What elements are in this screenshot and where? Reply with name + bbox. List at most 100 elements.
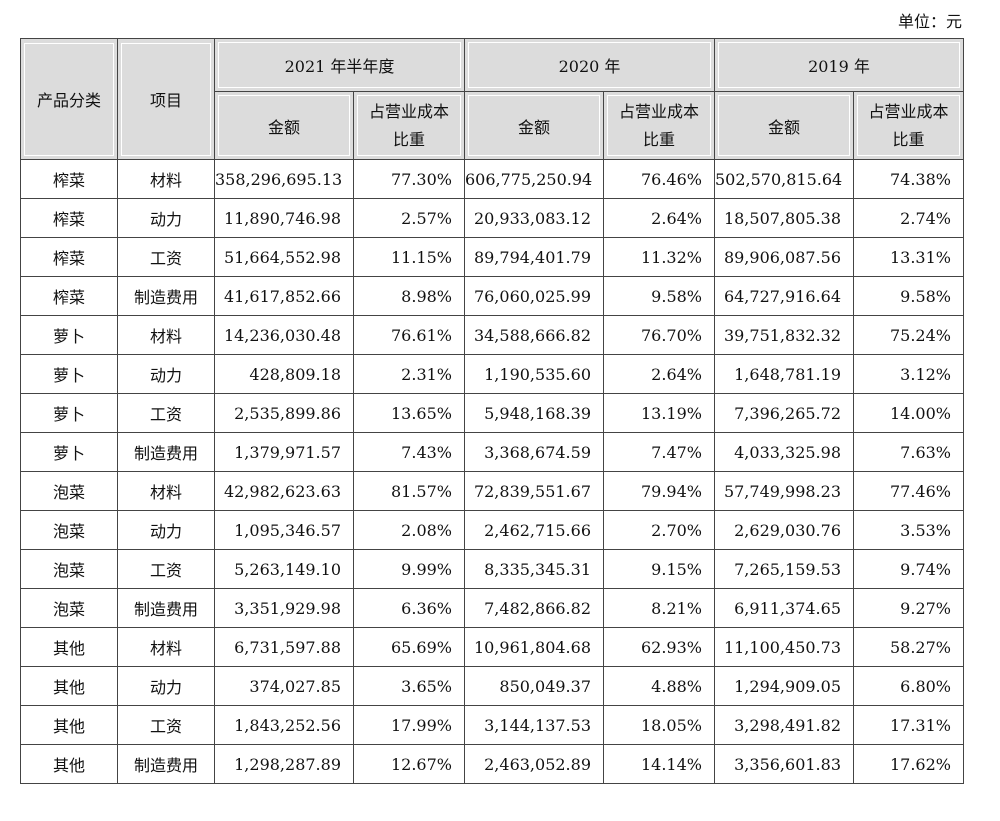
cell-amount: 41,617,852.66	[214, 276, 354, 316]
cell-item: 材料	[117, 627, 215, 667]
cell-amount: 5,263,149.10	[214, 549, 354, 589]
cell-ratio: 74.38%	[853, 159, 964, 199]
cell-ratio: 2.64%	[603, 198, 715, 238]
cell-amount: 6,911,374.65	[714, 588, 854, 628]
cell-ratio: 58.27%	[853, 627, 964, 667]
cell-amount: 374,027.85	[214, 666, 354, 706]
table-row: 萝卜 制造费用 1,379,971.57 7.43% 3,368,674.59 7.47%…	[20, 432, 964, 472]
cell-amount: 1,298,287.89	[214, 744, 354, 784]
cell-ratio: 9.74%	[853, 549, 964, 589]
table-row: 榨菜 工资 51,664,552.98 11.15% 89,794,401.79 11.3…	[20, 237, 964, 277]
cell-category: 其他	[20, 666, 118, 706]
header-item: 项目	[117, 38, 215, 160]
cell-item: 动力	[117, 354, 215, 394]
header-ratio-2021h1: 占营业成本 比重	[353, 91, 465, 160]
cell-item: 动力	[117, 666, 215, 706]
cell-category: 泡菜	[20, 510, 118, 550]
cell-amount: 18,507,805.38	[714, 198, 854, 238]
table-row: 其他 工资 1,843,252.56 17.99% 3,144,137.53 18.05%…	[20, 705, 964, 745]
table-row: 泡菜 工资 5,263,149.10 9.99% 8,335,345.31 9.15% 7,…	[20, 549, 964, 589]
cell-ratio: 2.08%	[353, 510, 465, 550]
cell-ratio: 6.36%	[353, 588, 465, 628]
cell-ratio: 8.98%	[353, 276, 465, 316]
cell-ratio: 3.65%	[353, 666, 465, 706]
cell-ratio: 2.64%	[603, 354, 715, 394]
cell-category: 萝卜	[20, 354, 118, 394]
cell-ratio: 7.63%	[853, 432, 964, 472]
cell-ratio: 3.12%	[853, 354, 964, 394]
cell-category: 萝卜	[20, 432, 118, 472]
cell-category: 泡菜	[20, 549, 118, 589]
cell-ratio: 9.99%	[353, 549, 465, 589]
cell-amount: 2,463,052.89	[464, 744, 604, 784]
cell-item: 制造费用	[117, 588, 215, 628]
cell-amount: 89,906,087.56	[714, 237, 854, 277]
cell-category: 萝卜	[20, 393, 118, 433]
cell-item: 动力	[117, 198, 215, 238]
cell-ratio: 9.58%	[603, 276, 715, 316]
cost-composition-table: 产品分类 项目 2021 年半年度 2020 年 2019 年 金额 占营业成本…	[20, 38, 964, 784]
cell-amount: 10,961,804.68	[464, 627, 604, 667]
cell-ratio: 2.57%	[353, 198, 465, 238]
cell-category: 榨菜	[20, 276, 118, 316]
cell-ratio: 12.67%	[353, 744, 465, 784]
cell-item: 材料	[117, 315, 215, 355]
cell-amount: 358,296,695.13	[214, 159, 354, 199]
cell-amount: 3,356,601.83	[714, 744, 854, 784]
table-row: 榨菜 制造费用 41,617,852.66 8.98% 76,060,025.99 9.5…	[20, 276, 964, 316]
cell-amount: 3,351,929.98	[214, 588, 354, 628]
cell-item: 材料	[117, 471, 215, 511]
cell-item: 材料	[117, 159, 215, 199]
cell-ratio: 17.99%	[353, 705, 465, 745]
cell-amount: 34,588,666.82	[464, 315, 604, 355]
cell-category: 泡菜	[20, 471, 118, 511]
table-row: 其他 制造费用 1,298,287.89 12.67% 2,463,052.89 14.1…	[20, 744, 964, 784]
cell-ratio: 13.31%	[853, 237, 964, 277]
cell-amount: 4,033,325.98	[714, 432, 854, 472]
cell-ratio: 9.58%	[853, 276, 964, 316]
cell-amount: 1,190,535.60	[464, 354, 604, 394]
header-ratio-2020: 占营业成本 比重	[603, 91, 715, 160]
cell-amount: 11,100,450.73	[714, 627, 854, 667]
cell-ratio: 17.31%	[853, 705, 964, 745]
cell-ratio: 2.74%	[853, 198, 964, 238]
cell-amount: 2,462,715.66	[464, 510, 604, 550]
cell-ratio: 2.31%	[353, 354, 465, 394]
cell-ratio: 62.93%	[603, 627, 715, 667]
cell-amount: 1,294,909.05	[714, 666, 854, 706]
header-amount-2020: 金额	[464, 91, 604, 160]
cell-amount: 7,482,866.82	[464, 588, 604, 628]
table-row: 榨菜 动力 11,890,746.98 2.57% 20,933,083.12 2.64%…	[20, 198, 964, 238]
cell-amount: 2,535,899.86	[214, 393, 354, 433]
cell-category: 榨菜	[20, 159, 118, 199]
cell-amount: 1,843,252.56	[214, 705, 354, 745]
cell-item: 制造费用	[117, 744, 215, 784]
cell-amount: 606,775,250.94	[464, 159, 604, 199]
cell-amount: 7,265,159.53	[714, 549, 854, 589]
cell-category: 泡菜	[20, 588, 118, 628]
cell-amount: 89,794,401.79	[464, 237, 604, 277]
cell-ratio: 11.32%	[603, 237, 715, 277]
cell-category: 其他	[20, 744, 118, 784]
cell-amount: 3,298,491.82	[714, 705, 854, 745]
cell-ratio: 11.15%	[353, 237, 465, 277]
cell-amount: 2,629,030.76	[714, 510, 854, 550]
cell-ratio: 3.53%	[853, 510, 964, 550]
cell-amount: 76,060,025.99	[464, 276, 604, 316]
cell-category: 榨菜	[20, 237, 118, 277]
cell-amount: 1,379,971.57	[214, 432, 354, 472]
header-amount-2021h1: 金额	[214, 91, 354, 160]
table-row: 萝卜 材料 14,236,030.48 76.61% 34,588,666.82 76.7…	[20, 315, 964, 355]
cell-ratio: 81.57%	[353, 471, 465, 511]
cell-ratio: 75.24%	[853, 315, 964, 355]
table-row: 其他 材料 6,731,597.88 65.69% 10,961,804.68 62.93…	[20, 627, 964, 667]
cell-ratio: 9.15%	[603, 549, 715, 589]
unit-note: 单位：元	[897, 12, 962, 31]
cell-amount: 502,570,815.64	[714, 159, 854, 199]
cell-ratio: 77.30%	[353, 159, 465, 199]
cell-item: 制造费用	[117, 276, 215, 316]
cell-category: 其他	[20, 627, 118, 667]
cell-amount: 20,933,083.12	[464, 198, 604, 238]
cell-item: 动力	[117, 510, 215, 550]
table-row: 泡菜 材料 42,982,623.63 81.57% 72,839,551.67 79.9…	[20, 471, 964, 511]
